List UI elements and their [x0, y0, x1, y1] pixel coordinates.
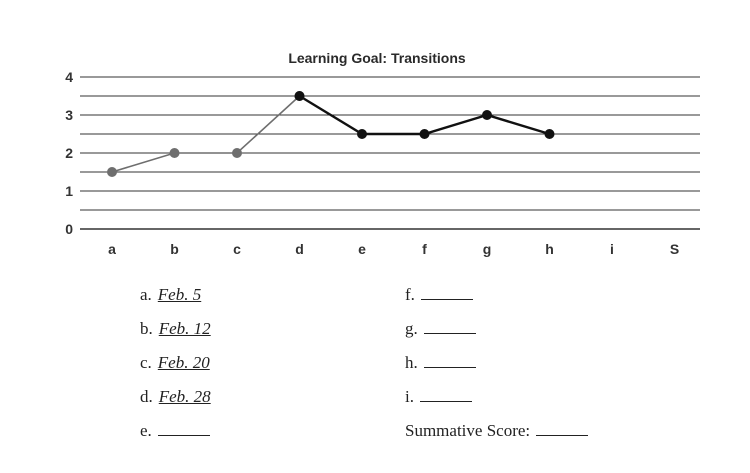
legend-date: Feb. 20 — [157, 353, 210, 372]
legend-blank-line — [423, 319, 476, 334]
legend-blank-line — [157, 421, 210, 436]
x-tick-label: d — [295, 241, 304, 257]
data-point-g — [482, 110, 492, 120]
legend-row-f: f. — [405, 285, 473, 305]
legend-row-e: e. — [140, 421, 210, 441]
legend-row-b: b. Feb. 12 — [140, 319, 211, 339]
y-tick-label: 4 — [65, 69, 73, 85]
data-point-e — [357, 129, 367, 139]
data-point-d — [294, 91, 305, 101]
data-point-b — [169, 148, 180, 158]
legend-label: d. — [140, 387, 153, 406]
y-tick-label: 3 — [65, 107, 73, 123]
legend-label: c. — [140, 353, 152, 372]
legend-label: b. — [140, 319, 153, 338]
x-tick-label: i — [610, 241, 614, 257]
data-points — [107, 91, 555, 177]
legend-date: Feb. 5 — [157, 285, 202, 304]
legend-row-summativescore: Summative Score: — [405, 421, 589, 441]
legend-row-c: c. Feb. 20 — [140, 353, 210, 373]
legend-label: Summative Score: — [405, 421, 531, 440]
x-tick-label: b — [170, 241, 179, 257]
x-tick-label: c — [233, 241, 241, 257]
x-tick-label: e — [358, 241, 366, 257]
legend-blank-line — [536, 421, 589, 436]
x-tick-label: f — [422, 241, 427, 257]
y-axis-ticks: 0 1 2 3 4 — [65, 69, 73, 237]
legend-label: f. — [405, 285, 415, 304]
legend-row-g: g. — [405, 319, 476, 339]
x-tick-label: g — [483, 241, 492, 257]
chart-title: Learning Goal: Transitions — [288, 50, 466, 66]
legend-row-i: i. — [405, 387, 472, 407]
x-tick-label: a — [108, 241, 116, 257]
y-tick-label: 2 — [65, 145, 73, 161]
data-point-h — [544, 129, 555, 139]
legend-row-h: h. — [405, 353, 476, 373]
legend-blank-line — [423, 353, 476, 368]
legend-row-d: d. Feb. 28 — [140, 387, 211, 407]
legend-blank-line — [420, 285, 473, 300]
x-tick-label: h — [545, 241, 554, 257]
legend-date: Feb. 28 — [158, 387, 211, 406]
legend-label: a. — [140, 285, 152, 304]
data-point-c — [232, 148, 242, 158]
data-point-a — [107, 167, 117, 177]
legend-label: h. — [405, 353, 418, 372]
y-tick-label: 1 — [65, 183, 73, 199]
x-tick-label: S — [670, 241, 679, 257]
legend-label: e. — [140, 421, 152, 440]
series-line-1 — [111, 95, 301, 173]
legend-date: Feb. 12 — [158, 319, 211, 338]
legend-row-a: a. Feb. 5 — [140, 285, 201, 305]
legend-blank-line — [419, 387, 472, 402]
legend-label: i. — [405, 387, 414, 406]
data-point-f — [419, 129, 430, 139]
y-tick-label: 0 — [65, 221, 73, 237]
legend-label: g. — [405, 319, 418, 338]
